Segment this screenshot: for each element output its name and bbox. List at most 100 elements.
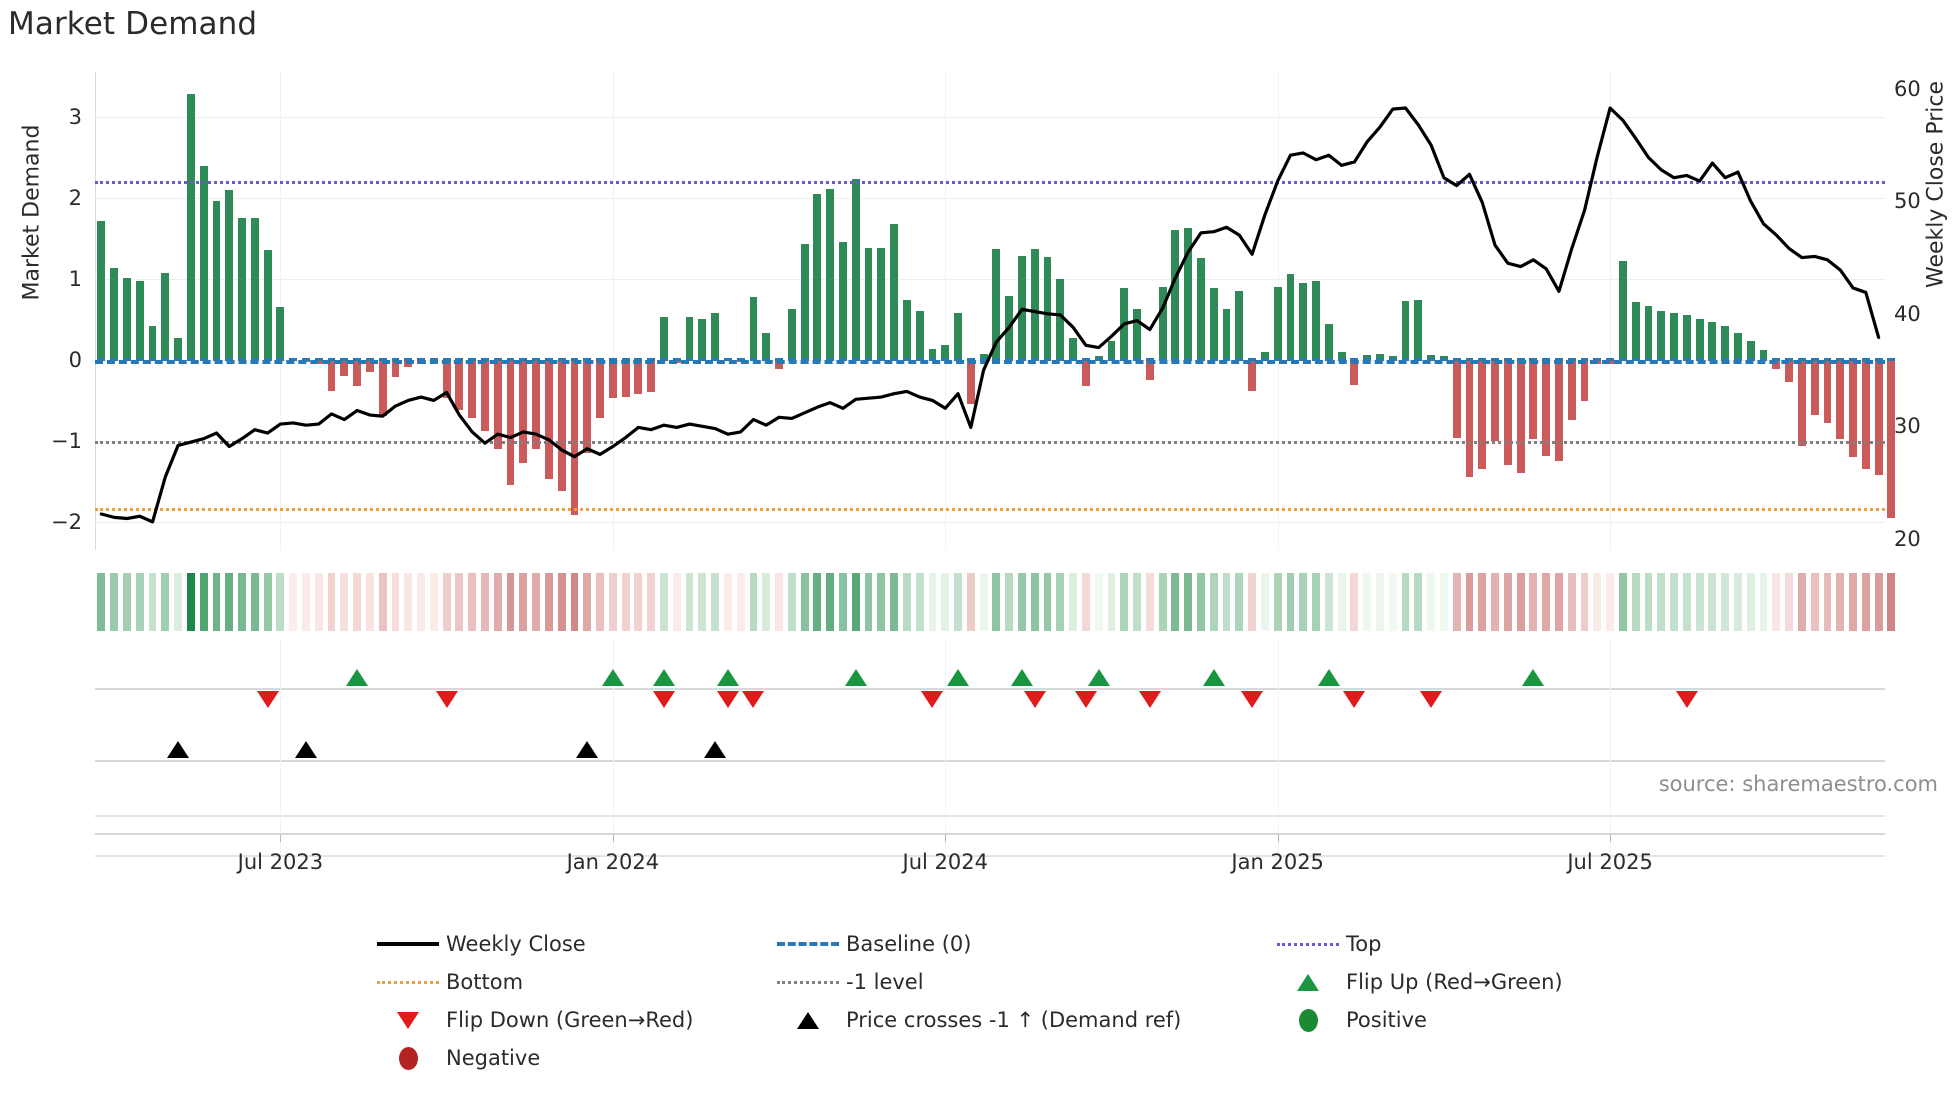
heat-cell: [1785, 573, 1794, 631]
baseline-segment: [123, 358, 131, 362]
heat-cell: [532, 573, 541, 631]
legend-glyph: [1270, 970, 1346, 994]
demand-bar: [762, 332, 771, 360]
heat-cell: [1797, 573, 1806, 631]
demand-bar: [570, 359, 579, 516]
baseline-segment: [1670, 358, 1678, 362]
heat-cell: [1260, 573, 1269, 631]
demand-bar: [1491, 359, 1499, 441]
baseline-segment: [1248, 358, 1257, 362]
baseline-segment: [1260, 358, 1269, 362]
baseline-segment: [174, 358, 183, 362]
legend-label: Price crosses -1 ↑ (Demand ref): [846, 1008, 1182, 1032]
legend-item[interactable]: Positive: [1270, 1008, 1670, 1032]
demand-bar: [1401, 301, 1410, 360]
heat-cell: [365, 573, 374, 631]
heat-cell: [1299, 573, 1308, 631]
demand-bar: [1069, 337, 1078, 360]
baseline-segment: [110, 358, 119, 362]
legend-item[interactable]: Weekly Close: [370, 932, 770, 956]
demand-bar: [839, 242, 847, 360]
baseline-segment: [698, 358, 707, 362]
demand-bar: [1823, 359, 1832, 423]
heat-cell: [174, 573, 183, 631]
baseline-segment: [481, 358, 489, 362]
baseline-segment: [1836, 358, 1845, 362]
demand-bar: [1056, 278, 1065, 360]
legend-item[interactable]: Flip Up (Red→Green): [1270, 970, 1670, 994]
heat-cell: [1145, 573, 1154, 631]
legend-item[interactable]: -1 level: [770, 970, 1270, 994]
heat-cell: [1005, 573, 1014, 631]
demand-bar: [148, 326, 157, 360]
baseline-segment: [1746, 358, 1755, 362]
baseline-segment: [1145, 358, 1154, 362]
legend-item[interactable]: Negative: [370, 1046, 770, 1070]
demand-bar: [608, 359, 617, 398]
flip-up-marker-icon: [1202, 669, 1225, 686]
heat-cell: [1350, 573, 1359, 631]
flip-up-marker-icon: [947, 669, 970, 686]
gridline-horizontal: [95, 197, 1885, 199]
heat-cell: [110, 573, 119, 631]
demand-bar: [1695, 319, 1704, 360]
price-cross-marker-icon: [576, 741, 599, 758]
weekly-close-line-icon: [377, 942, 439, 946]
legend-item[interactable]: Bottom: [370, 970, 770, 994]
baseline-segment: [1030, 358, 1039, 362]
x-axis-line: [95, 833, 1885, 835]
left-tick-label: −1: [51, 428, 82, 453]
heat-cell: [199, 573, 208, 631]
demand-bar: [1235, 290, 1244, 360]
heat-cell: [1388, 573, 1397, 631]
legend-item[interactable]: Flip Down (Green→Red): [370, 1008, 770, 1032]
x-tick-label: Jul 2023: [237, 850, 324, 874]
baseline-segment: [1478, 358, 1487, 362]
flip-down-marker-icon: [1343, 691, 1366, 708]
baseline-segment: [1158, 358, 1167, 362]
baseline-segment: [1797, 358, 1806, 362]
heat-cell: [1810, 573, 1819, 631]
flip-down-marker-icon: [1420, 691, 1443, 708]
reference-line-1-level: [95, 440, 1885, 444]
baseline-segment: [839, 358, 847, 362]
heat-cell: [864, 573, 873, 631]
baseline-segment: [442, 358, 451, 362]
heat-cell: [1644, 573, 1653, 631]
demand-bar: [1874, 359, 1883, 475]
baseline-segment: [1516, 358, 1525, 362]
gridline-horizontal: [95, 116, 1885, 118]
legend-glyph: [370, 1046, 446, 1070]
demand-bar: [353, 359, 362, 387]
flip-up-marker-icon: [1087, 669, 1110, 686]
baseline-segment: [608, 358, 617, 362]
price-cross-marker-icon: [704, 741, 727, 758]
demand-bar: [1299, 283, 1308, 360]
legend-item[interactable]: Price crosses -1 ↑ (Demand ref): [770, 1008, 1270, 1032]
heat-cell: [1836, 573, 1845, 631]
baseline-segment: [1350, 358, 1359, 362]
baseline-segment: [327, 358, 336, 362]
heat-cell: [1209, 573, 1218, 631]
reference-line-bottom: [95, 507, 1885, 511]
legend-item[interactable]: Baseline (0): [770, 932, 1270, 956]
heat-cell: [1171, 573, 1180, 631]
legend-item[interactable]: Top: [1270, 932, 1670, 956]
demand-bar: [1043, 256, 1052, 360]
demand-bar: [1337, 351, 1346, 360]
baseline-segment: [225, 358, 234, 362]
left-tick-label: 3: [68, 104, 82, 129]
heat-cell: [314, 573, 323, 631]
heat-cell: [723, 573, 732, 631]
baseline-segment: [1657, 358, 1666, 362]
demand-bar: [1644, 306, 1653, 360]
demand-bar: [186, 93, 195, 360]
legend-label: -1 level: [846, 970, 924, 994]
demand-bar: [1133, 309, 1141, 360]
legend-glyph: [370, 1008, 446, 1032]
demand-bar: [1439, 356, 1448, 360]
right-tick-label: 30: [1894, 414, 1921, 439]
flip-down-marker-icon: [1138, 691, 1161, 708]
minus-one-line-icon: [777, 980, 839, 984]
baseline-segment: [1376, 358, 1384, 362]
